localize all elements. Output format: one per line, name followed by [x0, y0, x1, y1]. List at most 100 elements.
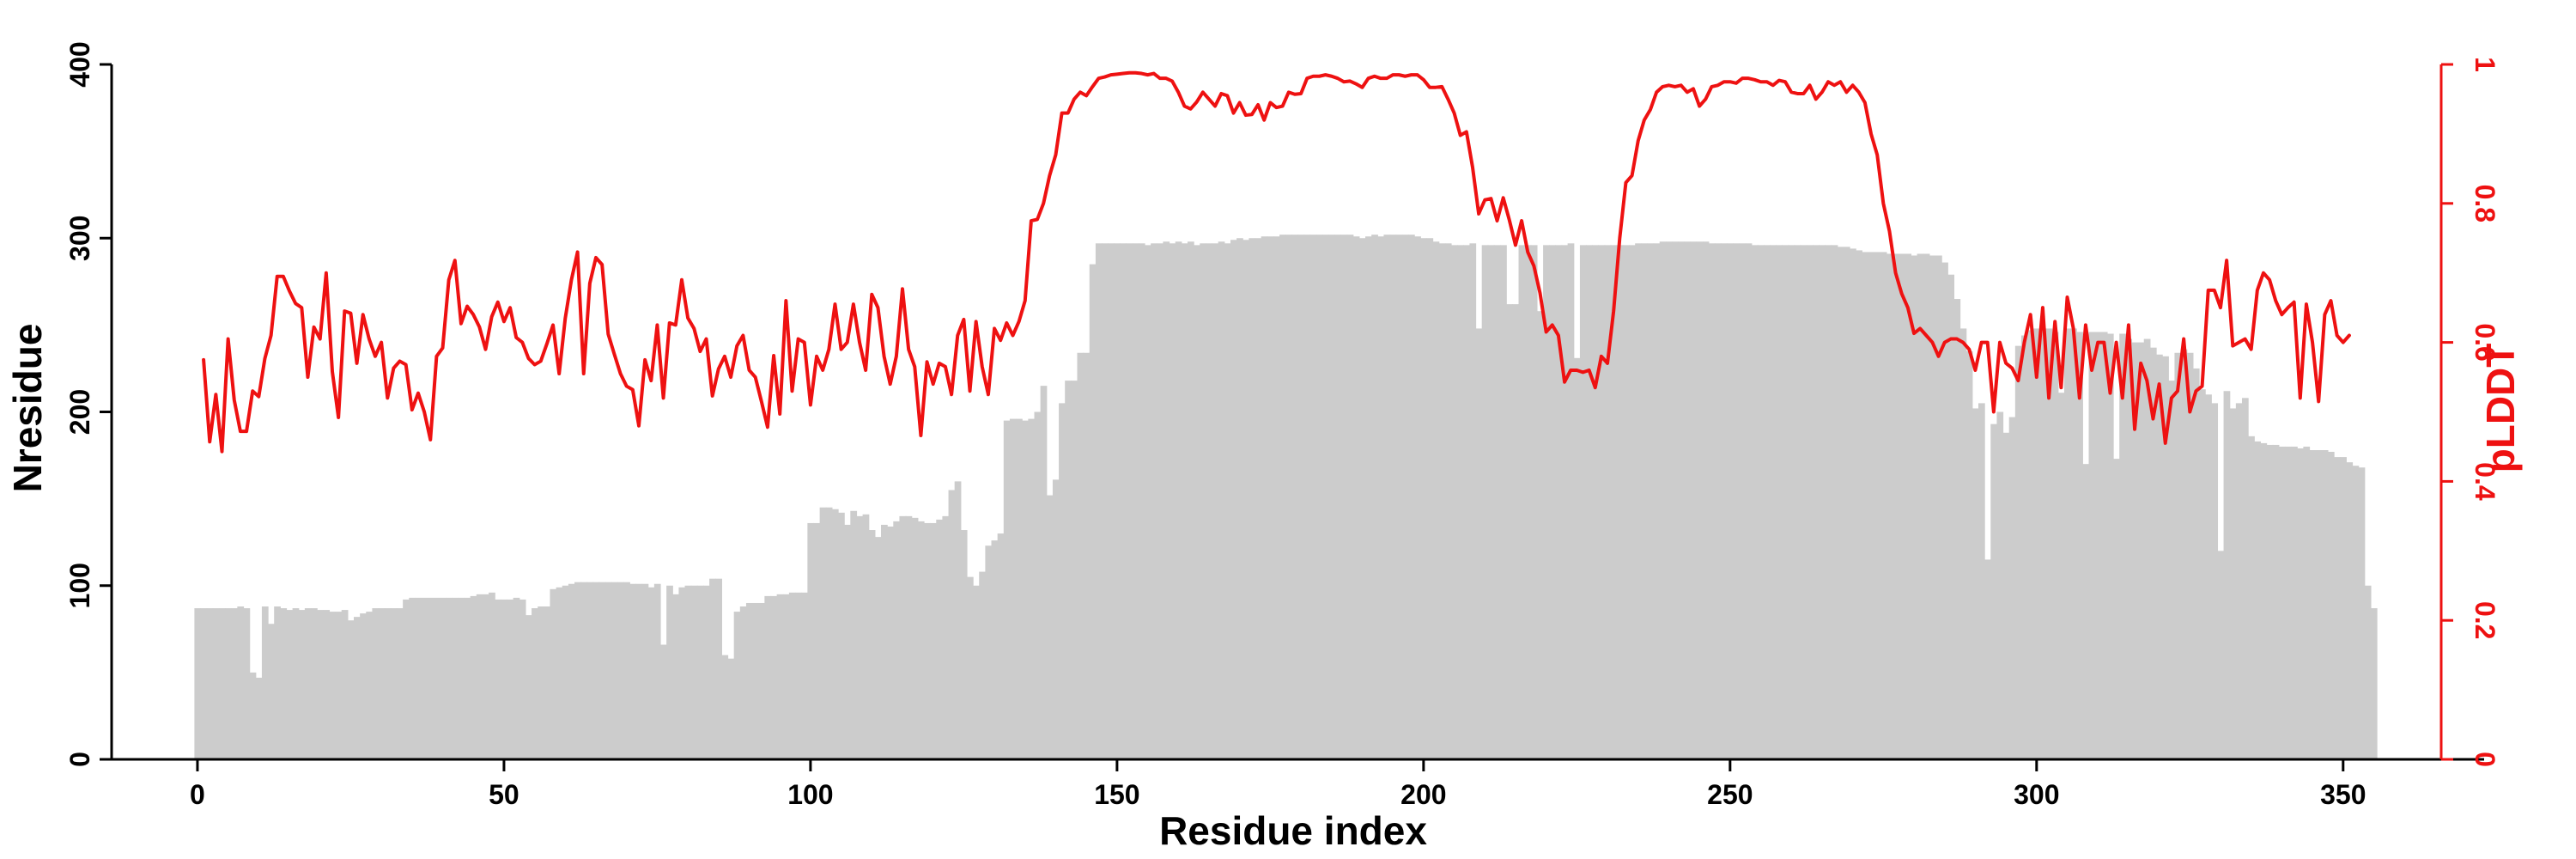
nresidue-bar	[464, 597, 471, 759]
nresidue-bar	[519, 599, 526, 759]
nresidue-bar	[1303, 235, 1311, 760]
nresidue-bar	[825, 507, 833, 759]
nresidue-bar	[1837, 247, 1844, 759]
nresidue-bar	[1604, 245, 1612, 760]
nresidue-bar	[347, 620, 355, 759]
nresidue-bar	[439, 597, 447, 759]
nresidue-bar	[317, 610, 324, 759]
nresidue-bar	[1346, 235, 1354, 760]
nresidue-bar	[390, 608, 398, 759]
y-tick-label: 0	[64, 752, 95, 767]
nresidue-bar	[206, 608, 214, 759]
nresidue-bar	[605, 582, 612, 759]
x-tick-label: 0	[190, 779, 205, 810]
nresidue-bar	[844, 524, 851, 759]
nresidue-bar	[1285, 235, 1292, 760]
nresidue-bar	[415, 597, 422, 759]
nresidue-bar	[923, 522, 931, 759]
nresidue-bar	[366, 612, 374, 759]
nresidue-bar	[1242, 240, 1249, 759]
nresidue-bar	[556, 587, 563, 759]
nresidue-bar	[727, 658, 735, 759]
nresidue-bar	[550, 588, 557, 759]
nresidue-bar	[1868, 252, 1875, 759]
nresidue-bar	[2070, 328, 2077, 759]
nresidue-bar	[2340, 457, 2347, 759]
nresidue-bar	[194, 608, 202, 759]
nresidue-bar	[1555, 245, 1563, 760]
nresidue-bar	[1536, 311, 1544, 759]
nresidue-bar	[745, 602, 753, 759]
nresidue-bar	[1212, 243, 1219, 759]
nresidue-bar	[261, 606, 269, 759]
nresidue-bar	[1776, 245, 1783, 760]
nresidue-bar	[525, 615, 532, 759]
nresidue-bar	[1065, 381, 1072, 759]
nresidue-bar	[966, 576, 974, 759]
nresidue-bar	[1401, 235, 1409, 760]
nresidue-bar	[598, 582, 606, 759]
nresidue-bar	[1641, 243, 1649, 759]
nresidue-bar	[2162, 356, 2169, 759]
nresidue-bar	[911, 517, 919, 759]
nresidue-bar	[2174, 352, 2182, 759]
nresidue-bar	[1953, 299, 1961, 759]
nresidue-bar	[1506, 304, 1513, 759]
nresidue-bar	[2223, 391, 2231, 759]
nresidue-bar	[2045, 328, 2053, 759]
nresidue-bar	[1886, 253, 1893, 759]
y2-tick-label: 0.6	[2470, 323, 2500, 361]
nresidue-bar	[807, 522, 815, 759]
nresidue-bar	[1420, 238, 1428, 759]
nresidue-bar	[2211, 403, 2219, 759]
nresidue-bar	[2370, 608, 2378, 759]
nresidue-bar	[1714, 243, 1722, 759]
nresidue-bar	[470, 595, 477, 759]
nresidue-bar	[1727, 243, 1735, 759]
nresidue-bar	[942, 515, 950, 759]
nresidue-bar	[611, 582, 618, 759]
nresidue-bar	[715, 578, 722, 759]
nresidue-bar	[1083, 352, 1091, 759]
nresidue-bar	[2143, 338, 2151, 759]
nresidue-bar	[1444, 243, 1452, 759]
nresidue-bar	[1120, 243, 1127, 759]
nresidue-bar	[2137, 342, 2145, 759]
nresidue-bar	[1475, 328, 1483, 759]
nresidue-bar	[2125, 338, 2133, 759]
nresidue-bar	[2014, 345, 2022, 759]
nresidue-bar	[1194, 245, 1200, 760]
nresidue-bar	[286, 610, 294, 759]
nresidue-bar	[458, 597, 465, 759]
nresidue-bar	[997, 533, 1005, 759]
nresidue-bar	[2303, 446, 2311, 759]
nresidue-bar	[1862, 252, 1869, 759]
y2-tick-label: 0	[2470, 752, 2500, 767]
nresidue-bar	[538, 606, 544, 759]
nresidue-bar	[905, 515, 913, 759]
nresidue-bar	[304, 608, 312, 759]
nresidue-bar	[2229, 408, 2237, 759]
nresidue-bar	[862, 514, 870, 759]
nresidue-bar	[838, 512, 845, 759]
nresidue-bar	[409, 597, 416, 759]
nresidue-bar	[544, 606, 551, 759]
nresidue-bar	[1261, 236, 1268, 760]
nresidue-bar	[948, 490, 956, 759]
nresidue-bar	[2321, 450, 2329, 759]
nresidue-bar	[1923, 253, 1930, 759]
nresidue-bar	[641, 583, 649, 759]
nresidue-bar	[1438, 243, 1446, 759]
nresidue-bar	[476, 594, 483, 759]
nresidue-bar	[1647, 243, 1655, 759]
nresidue-bar	[702, 585, 710, 759]
nresidue-bar	[1947, 274, 1955, 760]
nresidue-bar	[1807, 245, 1814, 760]
nresidue-bar	[378, 608, 386, 759]
nresidue-bar	[2334, 457, 2341, 759]
nresidue-bar	[1635, 243, 1642, 759]
nresidue-bar	[629, 583, 637, 759]
x-tick-label: 150	[1094, 779, 1139, 810]
nresidue-bar	[1567, 243, 1575, 759]
